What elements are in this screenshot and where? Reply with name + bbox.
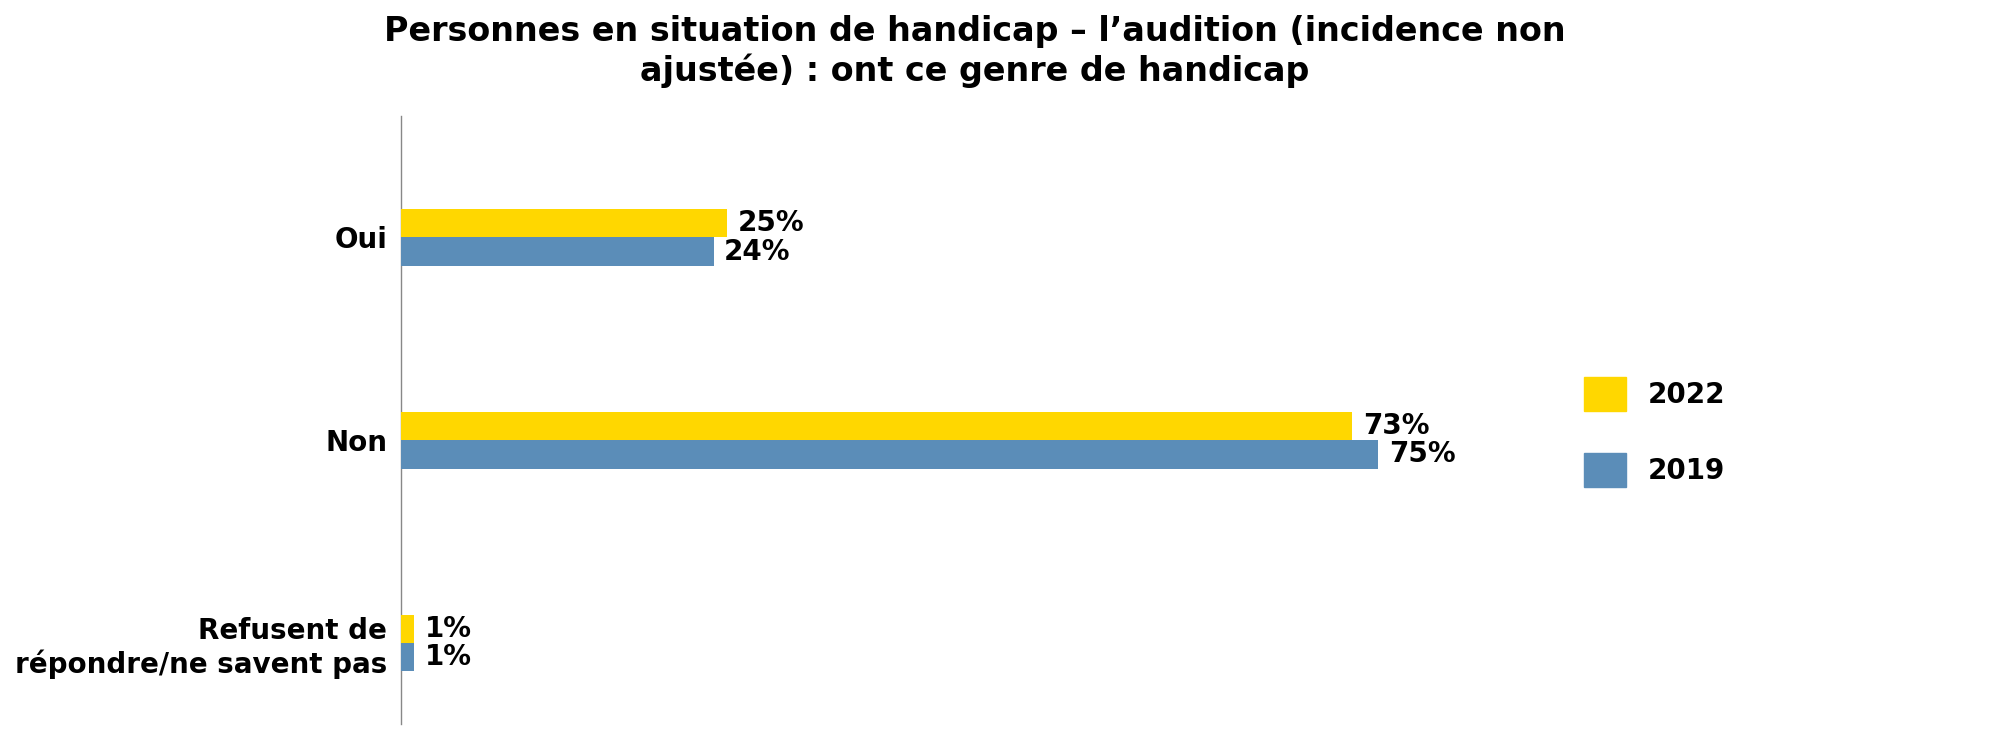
Text: 24%: 24% xyxy=(724,237,790,265)
Title: Personnes en situation de handicap – l’audition (incidence non
ajustée) : ont ce: Personnes en situation de handicap – l’a… xyxy=(383,15,1566,88)
Bar xyxy=(401,412,1353,440)
Bar xyxy=(401,643,415,671)
Text: 25%: 25% xyxy=(738,209,804,237)
Legend: 2022, 2019: 2022, 2019 xyxy=(1572,367,1736,498)
Bar xyxy=(401,237,714,266)
Bar xyxy=(401,209,726,237)
Text: 75%: 75% xyxy=(1389,440,1454,469)
Bar xyxy=(401,440,1379,469)
Bar xyxy=(401,615,415,643)
Text: 1%: 1% xyxy=(425,615,471,643)
Text: 73%: 73% xyxy=(1363,412,1428,440)
Text: 1%: 1% xyxy=(425,643,471,671)
